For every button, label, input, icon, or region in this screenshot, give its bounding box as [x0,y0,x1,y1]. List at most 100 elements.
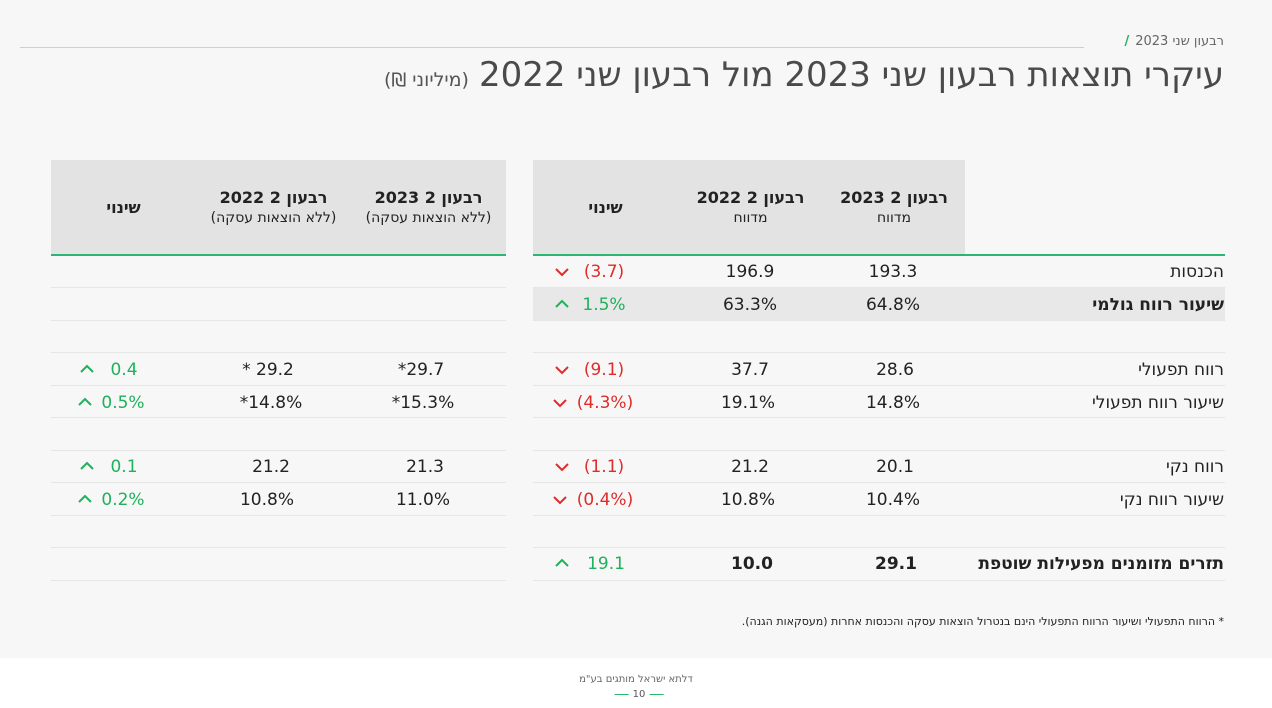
row-divider [51,450,506,451]
row-divider [51,385,506,386]
cell-value: 63.3% [722,295,778,315]
arrow-up-icon [78,456,96,476]
arrow-down-icon [551,393,569,413]
row-divider [51,547,506,548]
cell-value: 29.1 [875,554,917,574]
arrow-down-icon [551,490,569,510]
row-label-operating-cash-flow: תזרים מזומנים מפעילות שוטפת [978,554,1224,574]
row-divider [533,417,1225,418]
cell-value: *29.7 [397,360,445,380]
change-value: 0.5% [101,393,145,413]
adjusted-col-2022: רבעון 2 2022 (ללא הוצאות עסקה) [196,160,351,254]
cell-value: 19.1% [720,393,776,413]
change-value: (9.1) [583,360,625,380]
row-divider [533,547,1225,548]
cell-value: 10.8% [239,490,295,510]
units-note: (מיליוני ₪) [383,69,469,91]
column-subtitle: מדווח [877,210,911,226]
kicker-text: רבעון שני 2023 [1135,34,1224,49]
column-subtitle: מדווח [733,210,768,226]
reported-col-2023: רבעון 2 2023 מדווח [823,160,965,254]
adjusted-table-header: רבעון 2 2023 (ללא הוצאות עסקה) רבעון 2 2… [51,160,506,254]
cell-value: * 29.2 [242,360,294,380]
adjusted-col-change: שינוי [51,160,196,254]
cell-value: 11.0% [395,490,451,510]
header-divider [20,47,1084,48]
cell-value: 10.8% [720,490,776,510]
cell-value: *15.3% [391,393,455,413]
arrow-up-icon [553,553,571,573]
row-label-operating-profit: רווח תפעולי [1138,360,1224,380]
reported-col-change: שינוי [533,160,678,254]
row-label-net-margin: שיעור רווח נקי [1119,490,1224,510]
row-divider [51,352,506,353]
row-divider [51,580,506,581]
footnote: * הרווח התפעולי ושיעור הרווח התפעולי הינ… [741,615,1224,628]
row-divider [51,287,506,288]
change-value: (4.3%) [576,393,634,413]
column-subtitle: (ללא הוצאות עסקה) [210,210,337,226]
arrow-up-icon [553,294,571,314]
cell-value: 21.2 [252,457,290,477]
row-divider [533,352,1225,353]
reported-header-rule [533,254,1225,256]
section-kicker: רבעון שני 2023 / [1124,34,1224,49]
arrow-up-icon [76,489,94,509]
cell-value: 10.4% [865,490,921,510]
adjusted-col-2023: רבעון 2 2023 (ללא הוצאות עסקה) [351,160,506,254]
change-value: (3.7) [583,262,625,282]
change-value: 0.2% [101,490,145,510]
row-divider [533,450,1225,451]
row-divider [533,515,1225,516]
column-subtitle: (ללא הוצאות עסקה) [365,210,492,226]
arrow-down-icon [553,360,571,380]
cell-value: 37.7 [731,360,769,380]
row-label-net-profit: רווח נקי [1165,457,1224,477]
slide: רבעון שני 2023 / עיקרי תוצאות רבעון שני … [20,34,1225,628]
change-value: 19.1 [587,554,625,574]
cell-value: 20.1 [876,457,914,477]
page-number-text: 10 [632,689,646,700]
row-divider [51,482,506,483]
row-divider [533,287,1225,288]
page-title: עיקרי תוצאות רבעון שני 2023 מול רבעון שנ… [384,55,1224,95]
arrow-down-icon [553,262,571,282]
column-title: שינוי [106,197,141,217]
arrow-up-icon [78,359,96,379]
change-value: (1.1) [583,457,625,477]
change-value: 0.1 [110,457,138,477]
row-divider [51,417,506,418]
row-label-revenue: הכנסות [1170,262,1224,282]
column-title: רבעון 2 2022 [696,188,805,207]
change-value: 1.5% [582,295,626,315]
cell-value: 28.6 [876,360,914,380]
cell-value: *14.8% [239,393,303,413]
reported-table-header: רבעון 2 2023 מדווח רבעון 2 2022 מדווח שי… [533,160,965,254]
change-value: 0.4 [110,360,138,380]
cell-value: 21.2 [731,457,769,477]
column-title: שינוי [588,197,623,217]
cell-value: 10.0 [731,554,773,574]
row-label-gross-margin: שיעור רווח גולמי [1092,295,1224,315]
arrow-down-icon [553,457,571,477]
row-divider [51,320,506,321]
footer [0,658,1272,708]
row-divider [533,482,1225,483]
row-divider [51,515,506,516]
column-title: רבעון 2 2023 [374,188,483,207]
change-value: (0.4%) [576,490,634,510]
arrow-up-icon [76,392,94,412]
row-highlight [533,287,1225,320]
slash-icon: / [1124,34,1130,49]
column-title: רבעון 2 2023 [840,188,948,207]
company-name: דלתא ישראל מותגים בע"מ [579,674,693,685]
row-label-operating-margin: שיעור רווח תפעולי [1091,393,1224,413]
row-divider [533,385,1225,386]
adjusted-header-rule [51,254,506,256]
cell-value: 196.9 [725,262,775,282]
page-dash-left [614,694,629,695]
page-dash-right [649,694,664,695]
cell-value: 21.3 [406,457,444,477]
cell-value: 14.8% [865,393,921,413]
page-number: 10 [614,689,664,700]
